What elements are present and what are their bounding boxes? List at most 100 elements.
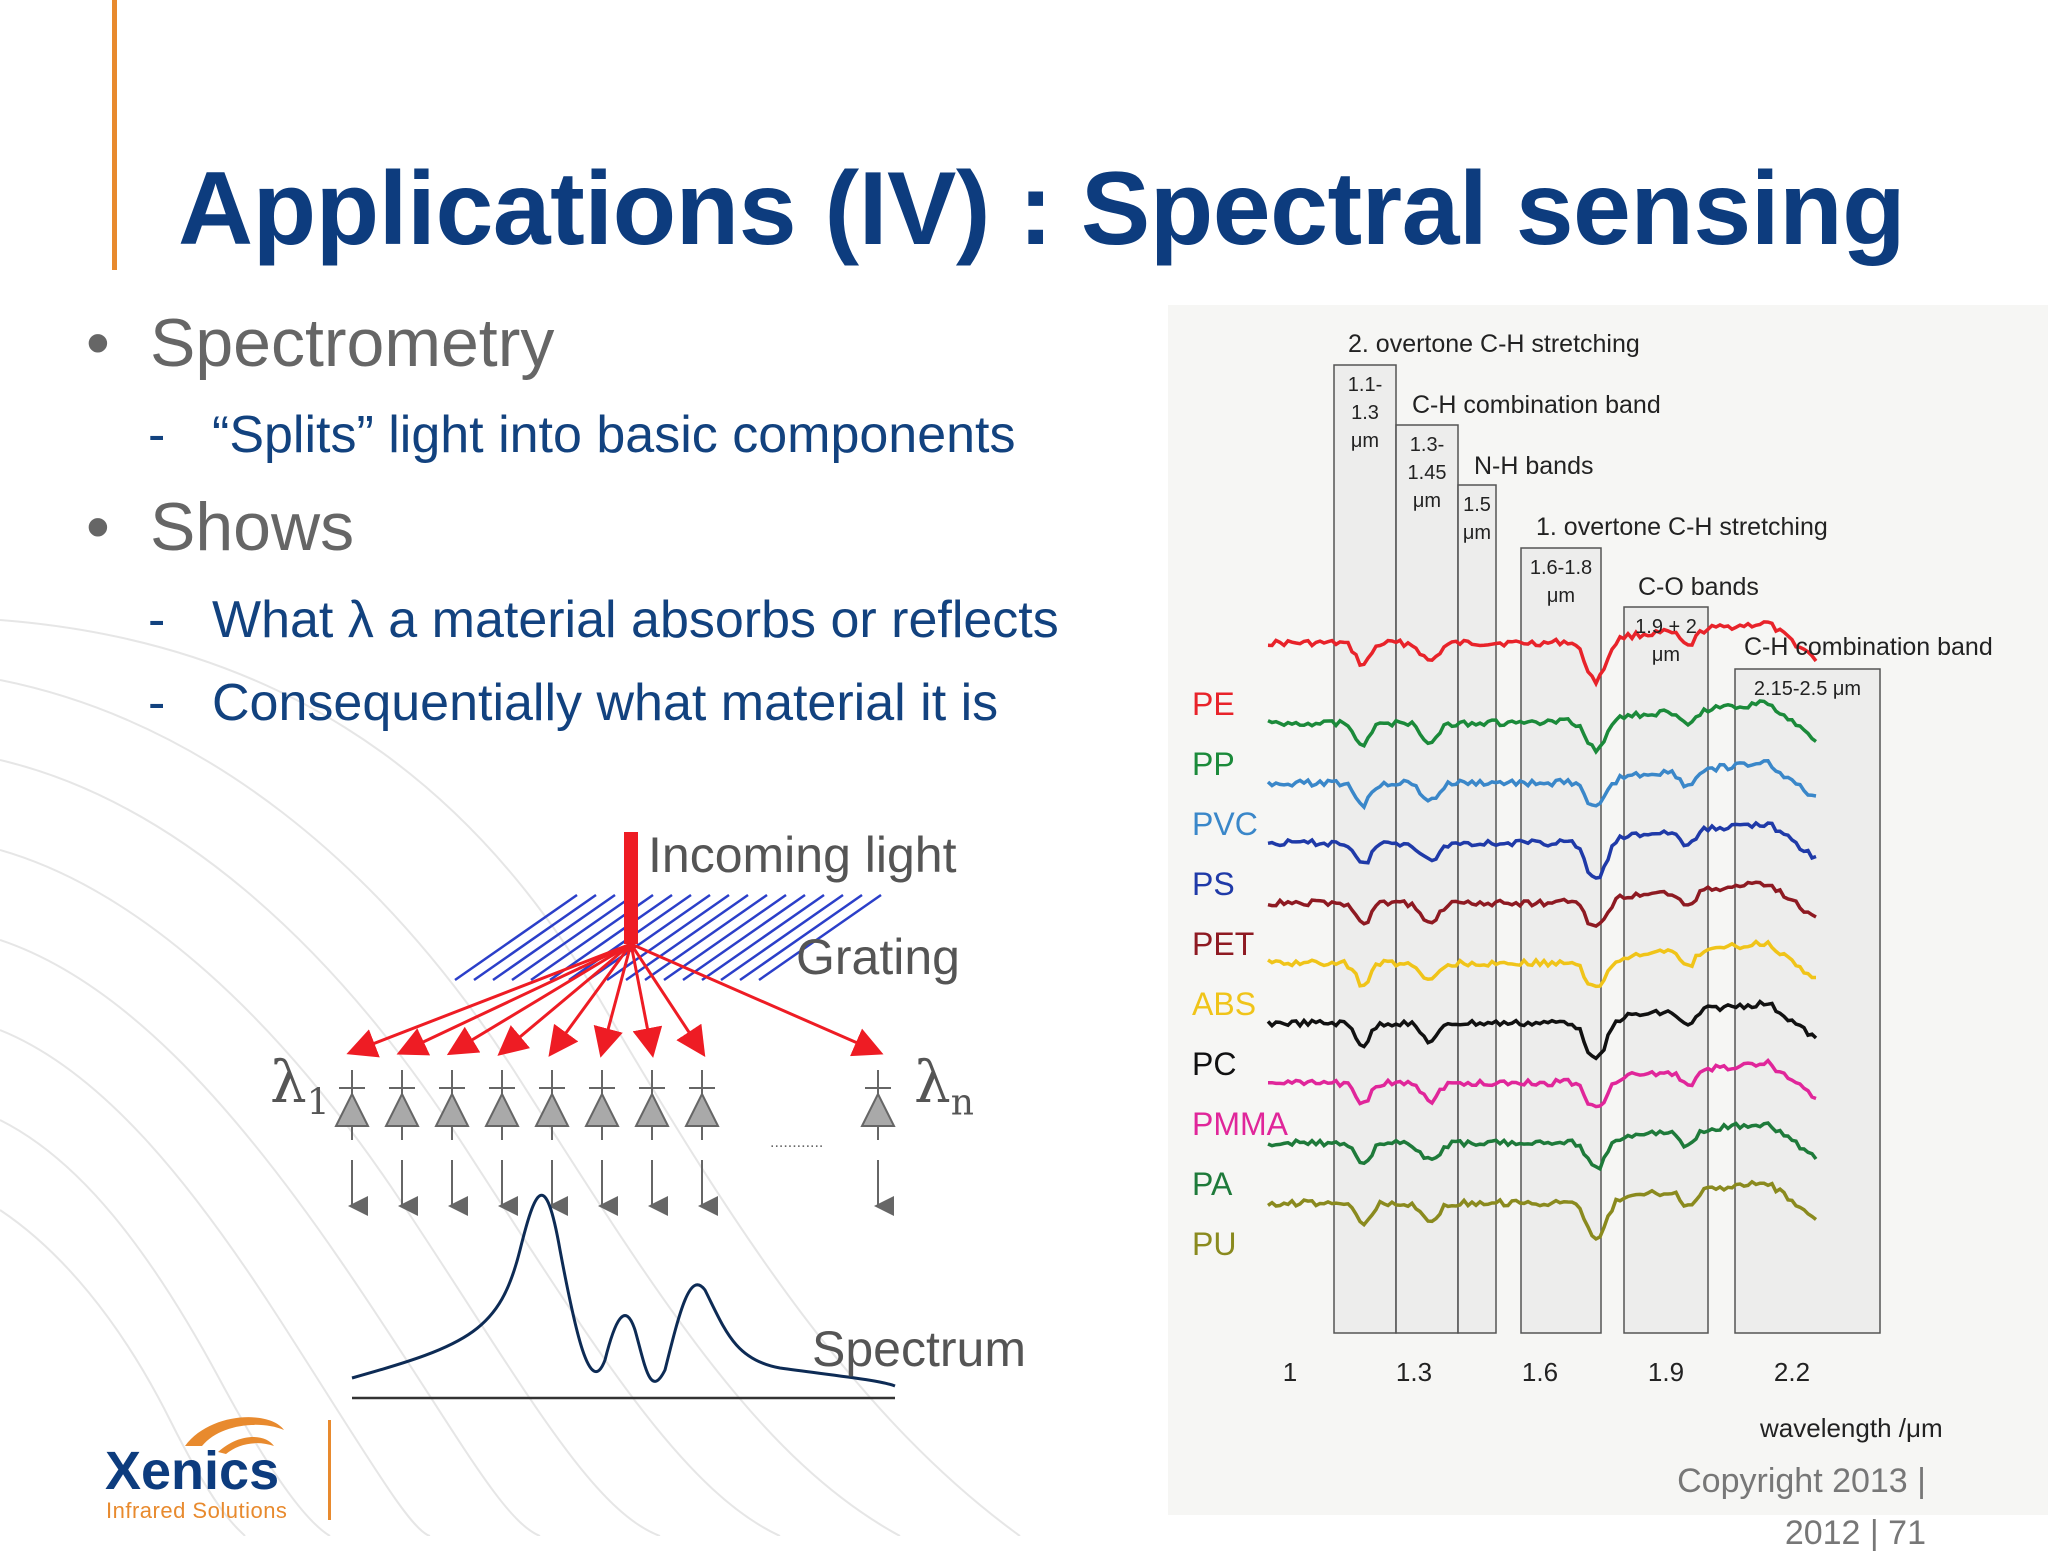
copyright-text: Copyright 2013 | [1677,1462,1926,1500]
sub-bullet-dash: - [148,674,166,732]
bullet-dot: • [86,489,110,565]
page-number: 2012 | 71 [1784,1514,1926,1552]
material-label: PMMA [1192,1106,1289,1142]
nir-spectra-chart: 2. overtone C-H stretching 1.1- 1.3 μm C-H c… [1168,305,2048,1515]
band-box [1457,484,1497,1334]
band-box [1734,668,1881,1334]
grating-line [739,893,863,982]
band-range-label: 1.45 [1408,462,1447,484]
band-range-label: μm [1652,644,1680,666]
x-axis-label: wavelength /μm [1759,1413,1943,1443]
material-spectrum-line [1267,1179,1818,1241]
grating-line [644,893,768,982]
lambda-1-label: λ1 [270,1048,330,1124]
band-title: C-H combination band [1412,391,1661,419]
ray-arrow [629,943,706,1058]
photodiode-icon [334,1070,370,1216]
band-title: 1. overtone C-H stretching [1536,513,1828,541]
grating-line [606,893,730,982]
grating-line [454,893,578,982]
x-tick-label: 1.9 [1648,1357,1684,1387]
material-spectrum-line [1266,759,1817,811]
material-label: PVC [1192,806,1258,842]
photodiode-icon [860,1070,896,1216]
ray-arrow [346,942,632,1058]
nir-spectra-plot: 2. overtone C-H stretching 1.1- 1.3 μm C-H c… [1192,330,1993,1443]
sub-bullet-material: - Consequentially what material it is [148,673,998,733]
sub-bullet-dash: - [148,591,166,649]
material-spectrum-line [1268,1058,1817,1109]
photodiode-icon [634,1070,670,1216]
ray-arrow [396,942,632,1056]
ray-arrow [630,942,884,1057]
material-spectrum-line [1267,620,1818,688]
material-spectrum-line [1267,939,1816,989]
ray-arrow [497,942,632,1056]
material-label: PC [1192,1046,1236,1082]
incoming-light-beam [624,832,638,944]
logo-wordmark: Xenics [105,1441,280,1501]
sub-bullet-text: What λ a material absorbs or reflects [212,591,1059,649]
logo-divider [328,1420,331,1520]
sub-bullet-text: Consequentially what material it is [212,674,999,732]
photodiode-icon [534,1070,570,1216]
band-range-label: 1.6-1.8 [1530,557,1592,579]
band-title: C-H combination band [1744,633,1993,661]
ray-arrow [593,943,633,1058]
detector-array [334,1070,896,1216]
band-range-label: 1.3- [1410,434,1444,456]
material-label: PS [1192,866,1235,902]
band-range-label: μm [1547,585,1575,607]
ellipsis-dots: ............ [770,1134,823,1151]
x-tick-label: 1.3 [1396,1357,1432,1387]
ray-arrow [446,942,632,1056]
material-spectrum-line [1267,1121,1818,1172]
material-label: ABS [1192,986,1256,1022]
bullet-text: Shows [150,489,355,565]
accent-bar [112,0,117,270]
photodiode-icon [434,1070,470,1216]
grating-line [587,893,711,982]
x-tick-label: 2.2 [1774,1357,1810,1387]
band-box [1520,547,1602,1334]
grating-line [682,893,806,982]
logo-tagline: Infrared Solutions [106,1498,288,1523]
material-label: PU [1192,1226,1236,1262]
band-range-label: 1.3 [1351,402,1379,424]
band-range-label: 1.9 + 2 [1635,616,1697,638]
grating-line [549,893,673,982]
bullet-spectrometry: • Spectrometry [86,304,554,382]
dispersed-rays [346,942,884,1058]
material-spectrum-line [1267,880,1817,929]
band-title: C-O bands [1638,573,1759,601]
grating-line [701,893,825,982]
bullet-text: Spectrometry [150,305,555,381]
grating-line [473,893,597,982]
band-box [1333,364,1397,1334]
photodiode-icon [584,1070,620,1216]
material-spectrum-line [1266,999,1818,1061]
bullet-shows: • Shows [86,488,354,566]
material-spectrum-line [1267,820,1817,880]
slide-title: Applications (IV) : Spectral sensing [178,151,1906,267]
sub-bullet-dash: - [148,406,166,464]
incoming-light-label: Incoming light [648,827,957,883]
spectrometer-diagram: ............ [334,832,896,1400]
material-label: PE [1192,686,1235,722]
band-range-label: 1.1- [1348,374,1382,396]
sub-bullet-absorbs: - What λ a material absorbs or reflects [148,590,1059,650]
material-label: PET [1192,926,1254,962]
material-label: PA [1192,1166,1233,1202]
band-title: N-H bands [1474,452,1594,480]
photodiode-icon [384,1070,420,1216]
x-tick-label: 1 [1283,1357,1297,1387]
photodiode-icon [484,1070,520,1216]
band-range-label: μm [1351,430,1379,452]
lambda-n-label: λn [914,1048,974,1124]
xenics-logo-swirl [185,1417,284,1454]
band-range-label: 1.5 [1463,494,1491,516]
material-spectrum-line [1267,699,1818,755]
band-box [1623,606,1709,1334]
grating-line [758,893,882,982]
